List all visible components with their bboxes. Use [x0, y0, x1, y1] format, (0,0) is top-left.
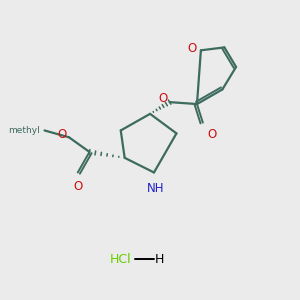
- Text: O: O: [208, 128, 217, 140]
- Text: H: H: [155, 253, 164, 266]
- Text: O: O: [188, 42, 197, 55]
- Text: methyl: methyl: [8, 126, 40, 135]
- Text: O: O: [73, 180, 83, 193]
- Text: NH: NH: [147, 182, 165, 195]
- Text: O: O: [158, 92, 168, 105]
- Text: O: O: [58, 128, 67, 141]
- Text: HCl: HCl: [110, 253, 132, 266]
